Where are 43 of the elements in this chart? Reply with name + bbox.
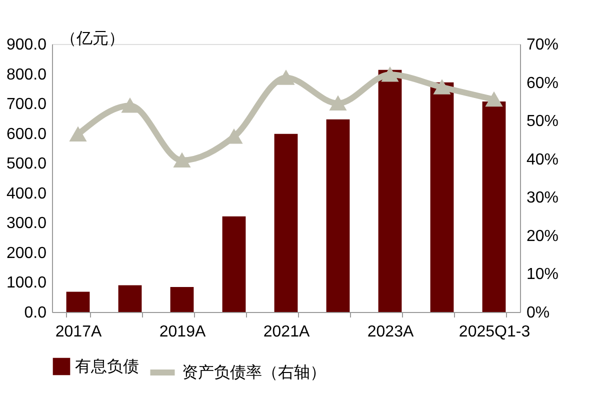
- x-tick-label: 2023A: [367, 324, 414, 340]
- y-tick-label: 100.0: [6, 274, 47, 292]
- y-tick-label: 300.0: [6, 215, 47, 232]
- y2-tick-label: 50%: [526, 113, 559, 130]
- x-tick-label: 2025Q1-3: [458, 324, 530, 340]
- y2-tick-label: 30%: [526, 190, 559, 207]
- bar: [274, 134, 298, 312]
- y2-tick-label: 10%: [526, 266, 559, 284]
- point: [434, 80, 450, 94]
- y2-tick-label: 40%: [526, 151, 559, 168]
- bar: [118, 285, 142, 312]
- bar: [66, 292, 90, 312]
- y-axis-title: （亿元）: [60, 30, 124, 48]
- point: [70, 127, 86, 142]
- y-tick-label: 400.0: [6, 185, 47, 202]
- bar: [326, 119, 350, 312]
- y-tick-label: 0.0: [24, 304, 47, 322]
- legend-label: 资产负债率（右轴）: [182, 364, 326, 382]
- point: [174, 153, 190, 168]
- x-tick-label: 2019A: [159, 324, 206, 340]
- bar: [430, 82, 454, 312]
- y2-tick-label: 70%: [526, 36, 559, 54]
- y-tick-label: 600.0: [6, 126, 47, 143]
- point: [486, 92, 502, 107]
- legend-label: 有息负债: [75, 358, 139, 376]
- point: [330, 96, 346, 110]
- x-tick-label: 2021A: [263, 324, 310, 340]
- y-tick-label: 700.0: [6, 96, 47, 114]
- y-tick-label: 800.0: [6, 66, 47, 84]
- point: [382, 68, 398, 82]
- y2-tick-label: 0%: [526, 304, 550, 322]
- y2-tick-label: 60%: [526, 74, 559, 92]
- y2-tick-label: 20%: [526, 228, 559, 245]
- x-tick-label: 2017A: [55, 324, 102, 340]
- y-tick-label: 900.0: [6, 36, 47, 54]
- bar: [482, 101, 506, 312]
- point: [278, 70, 294, 85]
- bar: [170, 286, 194, 312]
- y-tick-label: 500.0: [6, 156, 47, 173]
- y-tick-label: 200.0: [6, 244, 47, 262]
- bar: [222, 216, 246, 312]
- bar: [378, 70, 402, 312]
- point: [122, 98, 138, 113]
